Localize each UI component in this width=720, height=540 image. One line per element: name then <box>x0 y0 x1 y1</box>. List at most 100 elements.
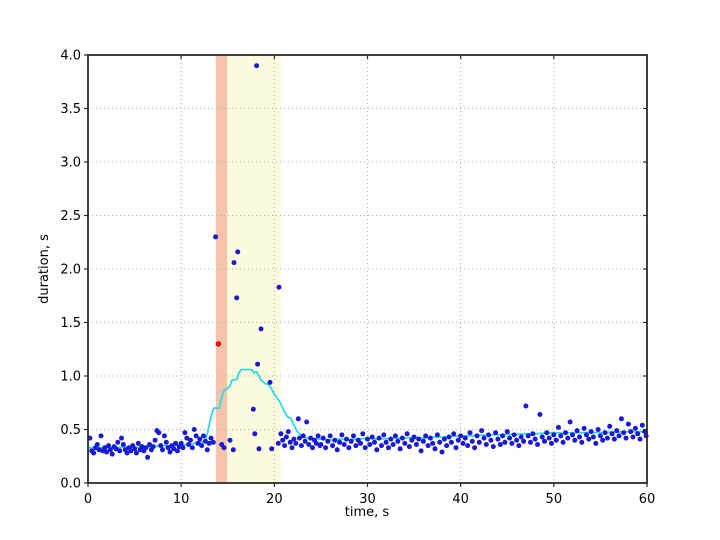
x-tick-label: 40 <box>452 492 469 507</box>
data-point <box>523 403 529 409</box>
data-point <box>607 423 613 429</box>
data-point <box>367 442 373 447</box>
data-point <box>579 439 585 445</box>
data-point <box>542 438 547 444</box>
y-tick-label: 4.0 <box>60 49 81 64</box>
data-point <box>353 443 359 449</box>
data-point <box>365 436 370 442</box>
data-point <box>300 433 306 439</box>
data-point <box>488 437 494 443</box>
data-point <box>258 326 264 332</box>
data-point <box>186 442 192 447</box>
data-point <box>115 439 121 445</box>
data-point <box>546 435 552 441</box>
data-point <box>588 429 594 435</box>
data-point <box>193 433 199 439</box>
data-point <box>553 437 559 443</box>
data-point <box>295 416 301 422</box>
data-point <box>310 445 315 451</box>
data-point <box>204 447 210 453</box>
data-point <box>150 444 156 450</box>
data-point <box>234 295 240 301</box>
data-point <box>227 437 233 443</box>
data-point <box>327 433 333 439</box>
data-point <box>348 438 354 444</box>
data-point <box>549 440 554 446</box>
data-point <box>369 434 375 440</box>
data-point <box>451 431 457 437</box>
data-point <box>399 435 405 441</box>
y-tick-label: 0.0 <box>60 477 81 492</box>
data-point <box>182 430 188 436</box>
data-point <box>434 432 440 438</box>
data-point <box>235 249 241 255</box>
data-point <box>511 432 517 438</box>
data-point <box>230 447 236 453</box>
data-point <box>586 436 592 442</box>
data-point <box>199 443 205 449</box>
x-tick-label: 30 <box>359 492 376 507</box>
data-point <box>427 435 433 441</box>
data-point <box>411 434 417 440</box>
data-point <box>439 449 445 455</box>
axis-ticks <box>84 54 648 487</box>
data-point <box>444 443 450 449</box>
data-point <box>625 421 631 427</box>
data-point <box>535 442 540 447</box>
data-point <box>614 428 620 434</box>
data-point <box>441 436 447 442</box>
data-point <box>313 440 319 446</box>
data-point <box>528 439 533 445</box>
data-point <box>581 425 587 431</box>
data-point <box>341 442 347 447</box>
data-point <box>453 445 459 451</box>
data-point <box>595 427 601 432</box>
data-point <box>325 438 331 444</box>
data-point <box>289 445 295 451</box>
data-point <box>593 440 599 446</box>
data-point <box>618 416 624 422</box>
data-point <box>213 234 219 240</box>
data-point <box>275 440 281 446</box>
data-point <box>191 427 197 432</box>
data-point <box>521 438 527 444</box>
data-point <box>104 449 110 455</box>
data-point <box>102 445 108 451</box>
data-point <box>282 443 288 449</box>
data-point <box>297 435 302 441</box>
data-point <box>210 439 216 445</box>
data-point <box>458 433 464 439</box>
data-point <box>474 433 480 439</box>
data-point <box>392 433 398 439</box>
data-point <box>493 430 499 436</box>
data-point <box>532 436 538 442</box>
y-tick-label: 2.5 <box>60 209 81 224</box>
data-point <box>437 439 443 445</box>
data-point <box>280 437 286 443</box>
data-point <box>120 442 126 447</box>
data-point <box>623 435 629 441</box>
data-point <box>269 446 275 452</box>
data-point <box>390 442 396 447</box>
data-point <box>430 440 436 446</box>
data-point <box>563 430 568 436</box>
data-point <box>386 445 391 451</box>
data-point <box>483 442 489 447</box>
data-point <box>611 436 617 442</box>
data-point <box>221 445 227 451</box>
data-point <box>208 435 214 441</box>
data-point <box>574 428 580 434</box>
data-point <box>507 435 513 441</box>
data-point <box>197 436 203 442</box>
data-point <box>256 446 262 452</box>
data-point <box>379 443 384 449</box>
data-point <box>567 419 573 425</box>
data-point <box>635 431 641 437</box>
data-point <box>577 434 582 440</box>
data-point <box>133 450 139 456</box>
data-point <box>609 431 615 437</box>
data-point <box>119 435 124 441</box>
data-point <box>362 445 368 451</box>
data-point <box>388 436 394 442</box>
